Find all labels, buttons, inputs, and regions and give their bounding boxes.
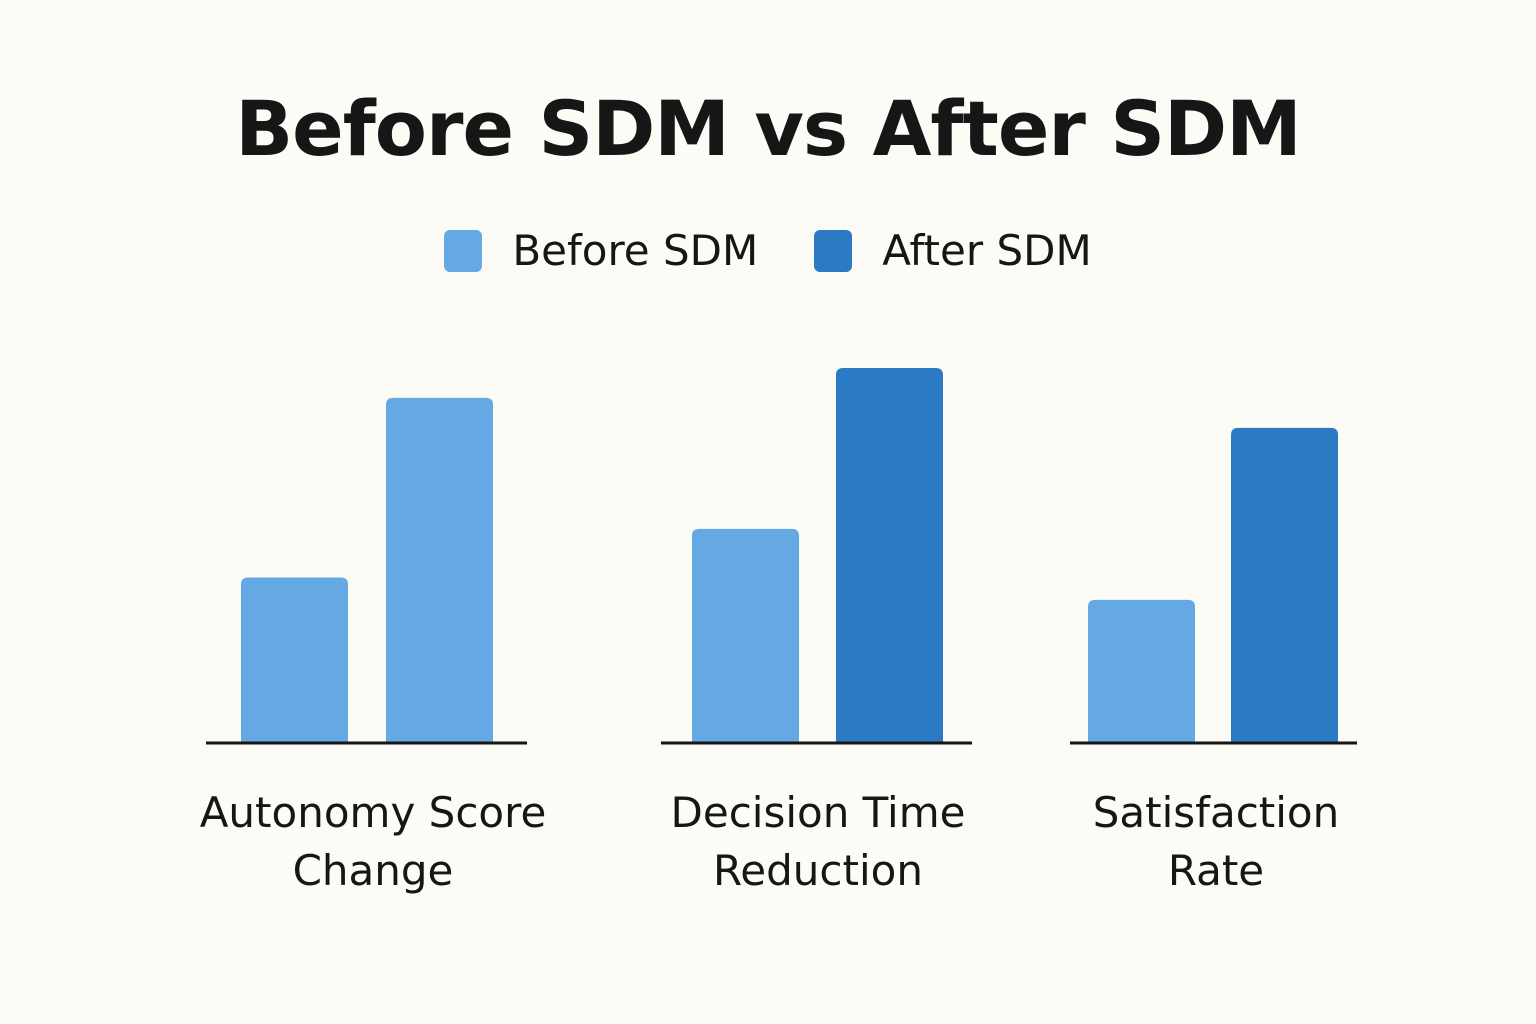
category-label-decision-time: Decision Time Reduction [670,788,966,895]
bar-decision-time-before [692,528,799,742]
chart-title: Before SDM vs After SDM [235,84,1302,173]
bar-autonomy-before [241,577,348,742]
legend: Before SDM After SDM [0,226,1536,275]
legend-item-before: Before SDM [444,226,758,275]
category-label-autonomy: Autonomy Score Change [199,788,547,895]
legend-swatch-after [814,229,853,272]
bar-autonomy-after [386,397,493,742]
bar-satisfaction-before [1088,599,1195,742]
legend-swatch-before [444,229,483,272]
legend-label-before: Before SDM [512,226,759,275]
category-label-satisfaction: Satisfaction Rate [1092,788,1340,895]
bar-decision-time-after [836,368,943,742]
bar-satisfaction-after [1231,427,1338,742]
legend-item-after: After SDM [814,226,1092,275]
legend-label-after: After SDM [882,226,1092,275]
